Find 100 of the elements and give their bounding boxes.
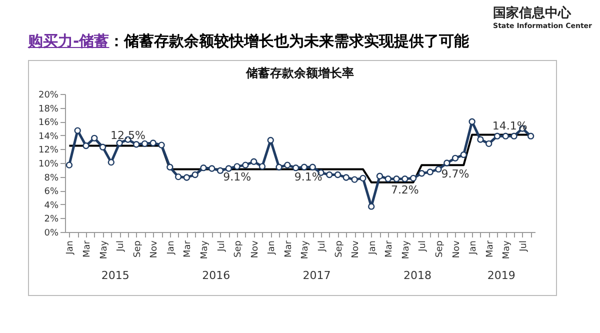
point <box>108 158 114 166</box>
x-tick-label: Nov <box>351 240 362 258</box>
point <box>300 164 308 170</box>
x-tick-label: Mar <box>384 240 395 258</box>
point <box>486 140 492 148</box>
y-tick-label: 0% <box>44 228 59 238</box>
y-tick-label: 16% <box>38 118 59 128</box>
x-tick-label: Sep <box>234 240 244 258</box>
y-tick-label: 2% <box>44 214 59 225</box>
text: 2019 <box>487 269 516 282</box>
annotation: 12.5% <box>110 129 146 142</box>
point <box>267 136 274 144</box>
point <box>418 170 426 177</box>
x-tick-label: Jul <box>418 240 428 252</box>
point <box>527 132 534 140</box>
point <box>444 160 450 166</box>
x-tick-label: Jan <box>267 240 278 256</box>
x-tick-label: Sep <box>132 240 143 258</box>
point <box>158 142 165 148</box>
y-tick-label: 8% <box>44 173 59 184</box>
point <box>91 134 98 142</box>
x-tick-label: Sep <box>434 240 445 258</box>
point <box>435 166 442 173</box>
x-tick-label: May <box>99 240 110 260</box>
point <box>234 163 240 170</box>
point <box>342 174 350 181</box>
x-tick-label: Mar <box>284 240 294 258</box>
x-tick-label: Nov <box>452 240 462 258</box>
annotation: 9.1% <box>223 170 252 184</box>
point <box>183 174 190 181</box>
x-tick-label: Nov <box>150 240 160 258</box>
x-tick-label: May <box>300 240 311 260</box>
x-tick-label: Jan <box>468 240 479 256</box>
point <box>192 171 198 178</box>
x-tick-label: May <box>502 240 512 260</box>
x-tick-label: Mar <box>183 240 194 258</box>
point <box>216 167 224 174</box>
y-tick-label: 12% <box>38 146 59 156</box>
x-tick-label: Jan <box>166 240 176 256</box>
point <box>74 127 81 134</box>
x-tick-label: May <box>401 240 412 260</box>
point <box>510 132 518 140</box>
x-tick-label: May <box>200 240 210 260</box>
point <box>410 174 417 182</box>
x-tick-label: Sep <box>334 240 344 258</box>
x-tick-label: Jul <box>518 240 529 252</box>
y-tick-label: 18% <box>38 104 59 114</box>
point <box>384 176 392 182</box>
annotation: 7.2% <box>390 184 419 197</box>
point <box>452 154 459 162</box>
x-tick-label: Jul <box>116 240 126 252</box>
point <box>360 174 366 182</box>
text: 国家信息中心 <box>493 4 572 22</box>
point <box>225 165 232 172</box>
point <box>99 144 106 150</box>
y-tick-label: 6% <box>44 187 59 198</box>
x-tick-label: Jul <box>216 240 227 252</box>
point <box>351 176 358 183</box>
text: 2016 <box>202 269 230 282</box>
point <box>116 140 123 146</box>
point <box>141 140 148 148</box>
point <box>426 168 434 176</box>
point <box>200 164 207 172</box>
text: 购买力-储蓄 <box>28 32 110 50</box>
point <box>292 164 300 172</box>
y-tick-label: 10% <box>38 160 59 170</box>
text: 2015 <box>101 269 130 282</box>
point <box>133 141 140 148</box>
point <box>376 172 384 180</box>
point <box>242 162 249 168</box>
x-tick-label: Nov <box>250 240 260 258</box>
point <box>326 171 333 178</box>
point <box>468 118 476 125</box>
point <box>477 136 484 143</box>
y-tick-label: 14% <box>38 132 59 142</box>
x-tick-label: Mar <box>82 240 92 258</box>
x-tick-label: Mar <box>485 240 496 258</box>
x-tick-label: Jan <box>66 240 76 256</box>
point <box>368 203 375 210</box>
y-tick-label: 20% <box>38 90 59 100</box>
point <box>66 162 73 168</box>
annotation: 9.7% <box>441 168 470 181</box>
point <box>258 163 266 170</box>
point <box>393 176 400 182</box>
point <box>284 162 291 168</box>
point <box>502 132 509 140</box>
point <box>309 164 316 170</box>
annotation: 9.1% <box>294 170 322 184</box>
annotation: 14.1% <box>492 119 528 132</box>
point <box>208 165 216 172</box>
point <box>334 171 342 178</box>
chart-title: 储蓄存款余额增长率 <box>245 66 354 80</box>
point <box>494 132 501 140</box>
text: 2018 <box>404 269 432 282</box>
y-tick-label: 4% <box>44 200 59 211</box>
point <box>402 176 408 182</box>
point <box>150 140 156 146</box>
x-tick-label: Jan <box>368 240 378 256</box>
point <box>276 164 282 170</box>
point <box>250 158 258 165</box>
